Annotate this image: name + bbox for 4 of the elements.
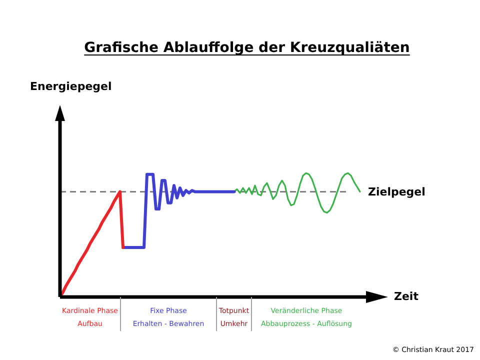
text: Energiepegel [30, 80, 112, 93]
ref-line-label: Zielpegel [368, 186, 426, 199]
x-axis-title: Zeit [394, 290, 418, 303]
chart-title: Grafische Ablauffolge der Kreuzqualiäten [84, 40, 410, 56]
